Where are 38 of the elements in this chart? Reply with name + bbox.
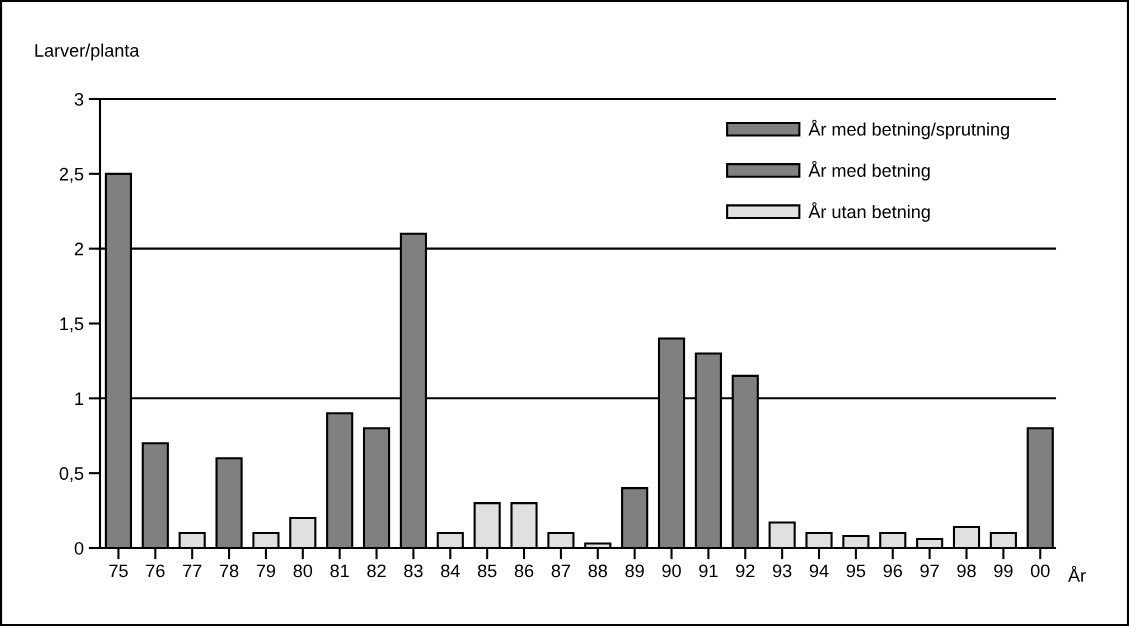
x-tick-label: 94 — [809, 564, 829, 578]
y-tick-label: 2 — [74, 242, 84, 256]
x-tick-label: 91 — [699, 564, 718, 578]
x-tick-label: 85 — [477, 564, 497, 578]
y-tick-label: 0,5 — [59, 467, 84, 483]
x-tick-label: 93 — [772, 564, 792, 578]
x-tick-label: 83 — [404, 564, 423, 578]
x-tick-label: 99 — [994, 564, 1013, 578]
x-tick-label: 98 — [957, 564, 976, 578]
x-tick-label: 78 — [219, 564, 239, 578]
x-tick-label: 84 — [441, 564, 460, 578]
x-tick-label: 81 — [330, 564, 349, 578]
x-tick-label: 86 — [514, 564, 534, 578]
x-tick-label: 95 — [846, 564, 866, 578]
x-tick-label: 92 — [736, 564, 755, 578]
x-tick-label: 96 — [883, 564, 903, 578]
y-tick-label: 2,5 — [59, 167, 84, 183]
y-tick-label: 3 — [74, 92, 84, 106]
x-tick-label: 76 — [146, 564, 165, 578]
x-tick-label: 87 — [551, 564, 571, 578]
x-tick-label: 82 — [367, 564, 386, 578]
legend-label: År utan betning — [808, 202, 930, 222]
x-axis-title: År — [1068, 565, 1086, 582]
x-tick-label: 88 — [588, 564, 608, 578]
x-tick-label: 77 — [183, 564, 202, 578]
y-tick-label: 1 — [75, 392, 84, 405]
x-tick-label: 80 — [293, 564, 313, 578]
y-axis-title: Larver/planta — [35, 43, 140, 61]
y-tick-label: 1,5 — [60, 317, 84, 333]
x-tick-label: 75 — [109, 564, 128, 578]
legend-label: År med betning/sprutning — [808, 119, 1009, 140]
x-tick-label: 79 — [256, 564, 276, 578]
legend-label: År med betning — [808, 160, 930, 181]
x-tick-label: 89 — [625, 564, 644, 578]
x-tick-label: 97 — [920, 564, 939, 578]
x-tick-label: 00 — [1030, 564, 1050, 578]
x-tick-label: 90 — [662, 564, 681, 578]
y-tick-label: 0 — [74, 541, 84, 555]
